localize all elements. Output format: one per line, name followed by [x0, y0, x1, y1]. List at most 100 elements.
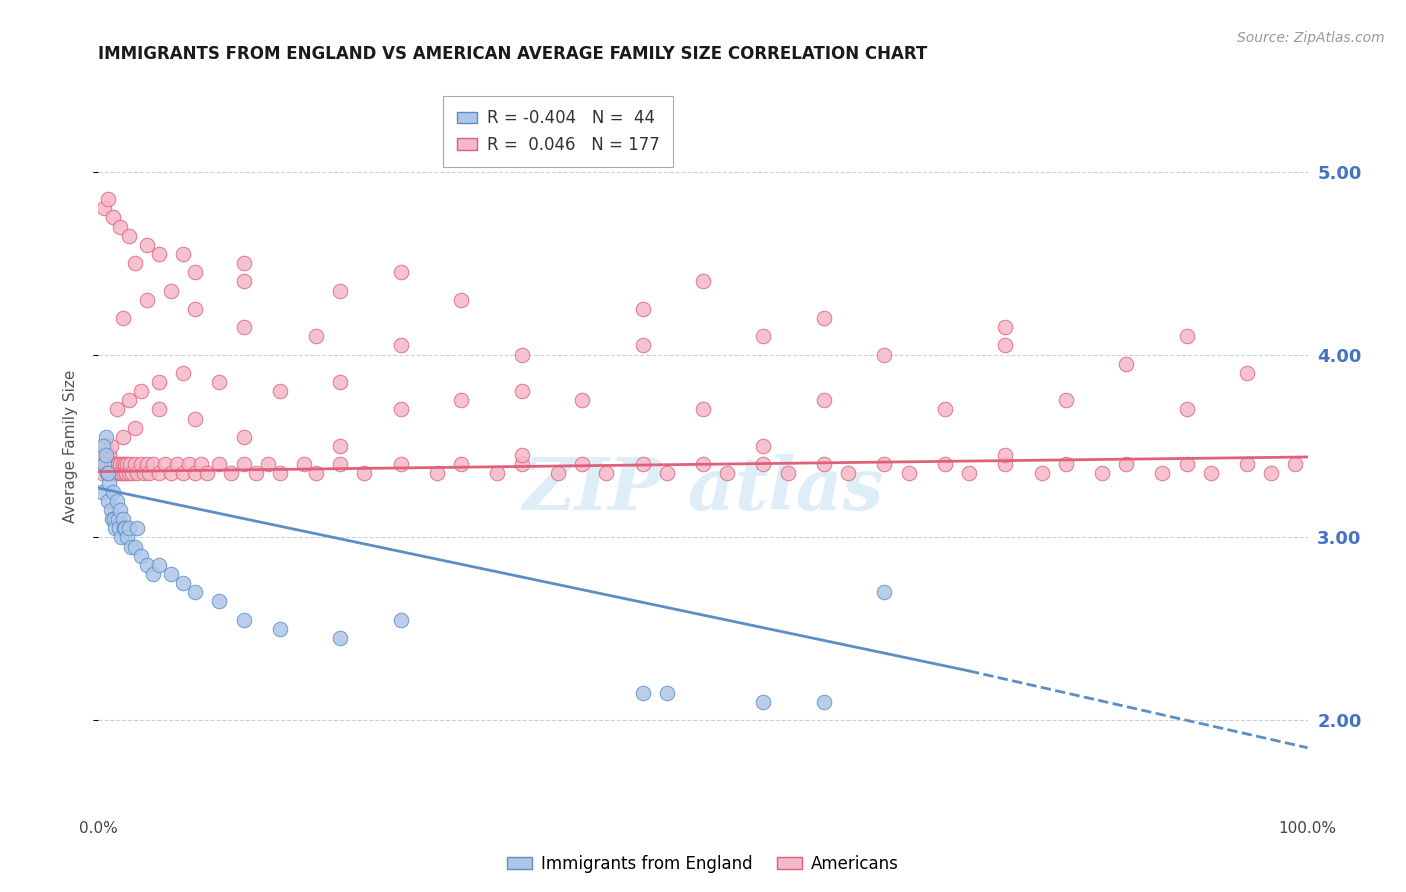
Point	[221, 467, 243, 481]
Point	[752, 457, 775, 471]
Point	[994, 448, 1017, 462]
Point	[114, 457, 136, 471]
Point	[129, 549, 152, 563]
Point	[108, 467, 131, 481]
Text: IMMIGRANTS FROM ENGLAND VS AMERICAN AVERAGE FAMILY SIZE CORRELATION CHART: IMMIGRANTS FROM ENGLAND VS AMERICAN AVER…	[98, 45, 928, 63]
Point	[142, 567, 165, 582]
Point	[1236, 457, 1258, 471]
Point	[94, 439, 117, 453]
Point	[269, 622, 291, 636]
Point	[269, 467, 291, 481]
Point	[118, 467, 141, 481]
Point	[208, 594, 231, 608]
Point	[124, 421, 146, 435]
Point	[184, 585, 207, 599]
Point	[1199, 467, 1222, 481]
Point	[389, 338, 412, 352]
Point	[112, 467, 135, 481]
Point	[124, 457, 146, 471]
Point	[118, 521, 141, 535]
Point	[245, 467, 267, 481]
Point	[108, 503, 131, 517]
Point	[91, 467, 114, 481]
Point	[111, 311, 134, 326]
Point	[752, 695, 775, 709]
Point	[329, 375, 352, 389]
Point	[631, 457, 654, 471]
Point	[1284, 457, 1306, 471]
Legend: R = -0.404   N =  44, R =  0.046   N = 177: R = -0.404 N = 44, R = 0.046 N = 177	[443, 96, 672, 167]
Point	[510, 347, 533, 362]
Point	[172, 576, 194, 591]
Point	[104, 457, 127, 471]
Point	[172, 366, 194, 380]
Point	[716, 467, 738, 481]
Point	[148, 247, 170, 261]
Point	[93, 457, 115, 471]
Point	[1091, 467, 1114, 481]
Text: ZIP atlas: ZIP atlas	[523, 454, 883, 525]
Point	[184, 467, 207, 481]
Point	[994, 338, 1017, 352]
Point	[1031, 467, 1053, 481]
Point	[692, 457, 714, 471]
Point	[117, 457, 139, 471]
Point	[138, 467, 160, 481]
Point	[114, 521, 136, 535]
Point	[112, 521, 135, 535]
Point	[450, 293, 472, 307]
Point	[91, 484, 114, 499]
Point	[389, 402, 412, 417]
Point	[547, 467, 569, 481]
Point	[934, 457, 956, 471]
Point	[111, 430, 134, 444]
Point	[994, 320, 1017, 334]
Point	[1054, 457, 1077, 471]
Point	[1175, 402, 1198, 417]
Point	[776, 467, 799, 481]
Point	[124, 256, 146, 270]
Point	[813, 695, 835, 709]
Point	[97, 192, 120, 206]
Point	[153, 457, 176, 471]
Point	[105, 402, 128, 417]
Point	[120, 540, 142, 554]
Point	[108, 457, 131, 471]
Point	[179, 457, 201, 471]
Point	[107, 512, 129, 526]
Point	[329, 631, 352, 645]
Point	[129, 384, 152, 398]
Point	[148, 467, 170, 481]
Point	[510, 448, 533, 462]
Point	[631, 338, 654, 352]
Point	[104, 521, 127, 535]
Point	[389, 613, 412, 627]
Point	[135, 293, 157, 307]
Point	[184, 411, 207, 425]
Point	[160, 567, 183, 582]
Point	[97, 467, 120, 481]
Point	[96, 467, 118, 481]
Text: Source: ZipAtlas.com: Source: ZipAtlas.com	[1237, 31, 1385, 45]
Point	[91, 448, 114, 462]
Point	[873, 347, 896, 362]
Point	[256, 457, 278, 471]
Point	[1054, 393, 1077, 408]
Point	[752, 439, 775, 453]
Legend: Immigrants from England, Americans: Immigrants from England, Americans	[501, 848, 905, 880]
Point	[166, 457, 188, 471]
Point	[93, 201, 115, 215]
Point	[100, 467, 122, 481]
Point	[208, 375, 231, 389]
Point	[107, 457, 129, 471]
Point	[127, 521, 149, 535]
Point	[142, 457, 165, 471]
Point	[813, 457, 835, 471]
Point	[208, 457, 231, 471]
Point	[148, 558, 170, 572]
Point	[96, 457, 118, 471]
Point	[184, 265, 207, 279]
Point	[118, 228, 141, 243]
Point	[510, 384, 533, 398]
Point	[160, 467, 183, 481]
